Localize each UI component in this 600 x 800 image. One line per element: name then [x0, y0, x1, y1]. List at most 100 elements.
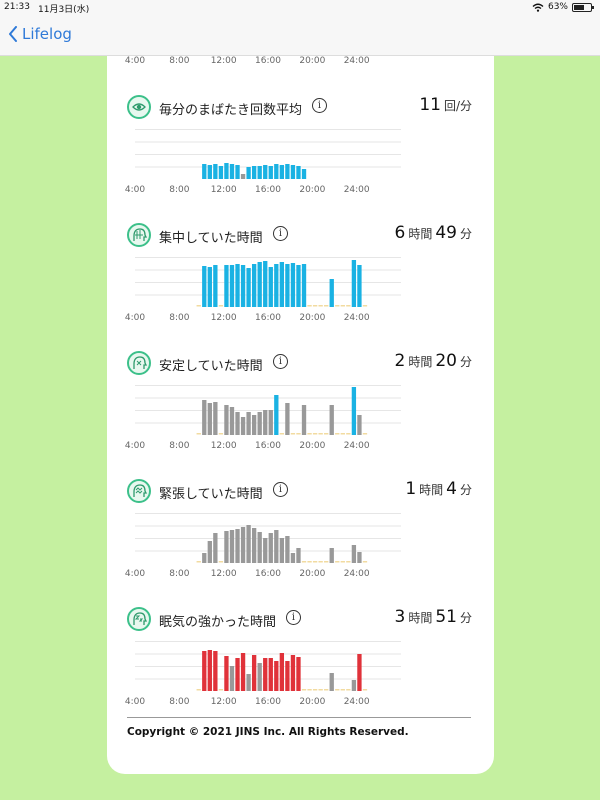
axis-tick-label: 16:00 [255, 441, 281, 451]
metric-number: 3 [394, 607, 406, 627]
chart-bar [240, 653, 246, 691]
chart-bar [213, 265, 218, 307]
metric-header: 毎分のまばたき回数平均 i 11 回/分 [107, 93, 494, 121]
axis-tick-label: 24:00 [343, 441, 370, 451]
axis-tick-label: 24:00 [343, 185, 370, 195]
chart-bar [296, 657, 301, 691]
chart-bar [263, 165, 268, 179]
axis-tick-label: 12:00 [210, 313, 237, 323]
lifelog-card[interactable]: 4:00 8:00 12:00 16:00 20:00 24:00 毎分のまばたき回数平均… [107, 56, 494, 774]
axis-tick-label: 12:00 [210, 697, 237, 707]
empty-slot-mark [218, 433, 224, 435]
axis-tick-label: 20:00 [299, 441, 326, 451]
chart-bar [290, 655, 296, 691]
chart-bar [202, 164, 207, 179]
chart-bar [357, 415, 362, 435]
back-button[interactable]: Lifelog [8, 25, 72, 43]
sleepy-head-icon [127, 607, 151, 631]
metric-title: 緊張していた時間 [159, 487, 263, 502]
chart-bar [251, 264, 257, 307]
chart-bar [202, 266, 207, 307]
status-time: 21:33 [4, 2, 30, 12]
info-icon[interactable]: i [273, 226, 288, 241]
bar-chart-svg [135, 641, 401, 691]
info-icon[interactable]: i [286, 610, 301, 625]
empty-slot-mark [346, 433, 351, 435]
metric-unit: 分 [459, 227, 472, 241]
chart-bar [229, 407, 235, 435]
metric-section: 緊張していた時間 i 1 時間 4 分 4:00 8:00 12:00 16:00 20:00 24:… [107, 477, 494, 605]
axis-tick-label: 24:00 [343, 313, 370, 323]
calm-head-icon [127, 351, 151, 375]
chart-bar [257, 412, 262, 435]
empty-slot-mark [340, 305, 345, 307]
chart-bar [274, 164, 279, 179]
chart-bar [202, 553, 207, 563]
empty-slot-mark [335, 561, 340, 563]
chart-bar [357, 552, 362, 563]
axis-tick-label: 24:00 [343, 569, 370, 579]
bar-chart [135, 641, 401, 691]
battery-icon [572, 2, 594, 12]
empty-slot-mark [312, 561, 318, 563]
chart-bar [224, 163, 229, 179]
chart-bar [296, 166, 301, 179]
axis-tick-label: 4:00 [124, 441, 146, 451]
bar-chart [135, 385, 401, 435]
metric-unit: 分 [459, 611, 472, 625]
metric-number: 49 [435, 223, 457, 243]
chart-bar [246, 412, 251, 435]
empty-slot-mark [318, 433, 323, 435]
chart-bar [251, 415, 257, 435]
info-icon[interactable]: i [312, 98, 327, 113]
axis-tick-label: 4:00 [124, 313, 146, 323]
chart-bar [285, 403, 290, 435]
chart-bar [268, 410, 273, 435]
axis-tick-label: 12:00 [210, 56, 237, 66]
chevron-left-icon [9, 26, 17, 42]
back-label: Lifelog [22, 25, 72, 43]
chart-bar [213, 164, 218, 179]
chart-bar [263, 261, 268, 307]
empty-slot-mark [296, 433, 301, 435]
empty-slot-mark [218, 689, 224, 691]
axis-tick-label: 4:00 [124, 569, 146, 579]
axis-tick-label: 4:00 [124, 56, 146, 66]
empty-slot-mark [318, 689, 323, 691]
info-icon[interactable]: i [273, 482, 288, 497]
chart-bar [235, 412, 240, 435]
footer-divider [127, 717, 471, 718]
empty-slot-mark [196, 689, 201, 691]
chart-bar [240, 417, 246, 435]
axis-tick-label: 12:00 [210, 185, 237, 195]
chart-bar [351, 260, 357, 307]
bar-chart-svg [135, 257, 401, 307]
metric-section: 集中していた時間 i 6 時間 49 分 4:00 8:00 12:00 16:00 20:00 24… [107, 221, 494, 349]
chart-bar [235, 658, 240, 691]
axis-tick-label: 24:00 [343, 56, 370, 66]
metric-unit: 時間 [408, 227, 433, 241]
empty-slot-mark [335, 689, 340, 691]
axis-tick-label: 20:00 [299, 56, 326, 66]
chart-bar [279, 538, 285, 563]
chart-bar [251, 528, 257, 563]
empty-slot-mark [340, 689, 345, 691]
empty-slot-mark [340, 433, 345, 435]
empty-slot-mark [318, 561, 323, 563]
axis-tick-label: 8:00 [169, 185, 190, 195]
info-icon[interactable]: i [273, 354, 288, 369]
chart-bar [246, 268, 251, 307]
chart-bar [224, 531, 229, 563]
chart-bar [279, 165, 285, 179]
chart-bar [229, 666, 235, 691]
focus-head-icon [127, 223, 151, 247]
axis-tick-label: 16:00 [255, 569, 281, 579]
empty-slot-mark [307, 561, 312, 563]
empty-slot-mark [335, 305, 340, 307]
axis-tick-label: 8:00 [169, 313, 190, 323]
chart-bar [224, 656, 229, 691]
time-axis: 4:00 8:00 12:00 16:00 20:00 24:00 [107, 185, 494, 197]
chart-bar [246, 167, 251, 179]
empty-slot-mark [196, 305, 201, 307]
metric-header: 緊張していた時間 i 1 時間 4 分 [107, 477, 494, 505]
